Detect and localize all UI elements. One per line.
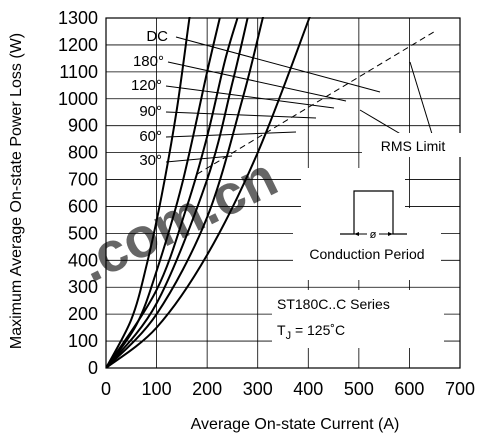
leader-line-5 [165, 155, 233, 163]
x-tick-2: 200 [192, 379, 222, 399]
x-tick-labels: 0 100 200 300 400 500 600 700 [101, 379, 475, 399]
y-tick-4: 400 [68, 250, 98, 270]
y-tick-6: 600 [68, 196, 98, 216]
curves [106, 17, 311, 368]
x-tick-6: 600 [394, 379, 424, 399]
y-tick-5: 500 [68, 223, 98, 243]
series-annotation: ST180C..C Series TJ = 125˚C [272, 290, 444, 348]
rms-limit-label: RMS Limit [381, 138, 446, 154]
x-axis-title: Average On-state Current (A) [191, 416, 400, 433]
rms-leader-2 [359, 109, 405, 137]
arrow-head-left [354, 232, 359, 236]
watermark: .com.cn [69, 145, 287, 294]
y-tick-2: 200 [68, 304, 98, 324]
pulse-waveform [340, 190, 407, 235]
axes-frame [105, 17, 461, 369]
series-name-label: ST180C..C Series [277, 296, 390, 312]
leader-lines [165, 36, 433, 163]
y-tick-7: 700 [68, 170, 98, 190]
rms-leader-1 [409, 61, 433, 135]
y-axis-title: Maximum Average On-state Power Loss (W) [8, 33, 25, 349]
conduction-period-inset: ø Conduction Period [293, 168, 441, 280]
y-tick-9: 900 [68, 116, 98, 136]
conduction-period-label: Conduction Period [309, 246, 424, 262]
x-tick-0: 0 [101, 379, 111, 399]
x-tick-1: 100 [142, 379, 172, 399]
x-tick-4: 400 [293, 379, 323, 399]
x-tick-3: 300 [243, 379, 273, 399]
leader-line-0 [175, 36, 381, 93]
leader-line-3 [165, 111, 317, 119]
curve-4 [106, 17, 221, 368]
angle-label-5: 30° [139, 152, 162, 169]
rms-limit-line [196, 31, 435, 175]
curve-0 [106, 17, 311, 368]
angle-label-4: 60° [139, 128, 162, 145]
phi-label: ø [370, 229, 377, 241]
angle-label-3: 90° [139, 103, 162, 120]
angle-label-1: 180° [133, 53, 164, 70]
y-tick-11: 1100 [59, 62, 98, 82]
curve-2 [106, 17, 249, 368]
leader-line-2 [165, 85, 335, 109]
angle-labels: DC 180° 120° 90° 60° 30° [131, 28, 168, 169]
y-tick-8: 800 [68, 143, 98, 163]
y-tick-0: 0 [88, 358, 98, 378]
leader-line-4 [165, 131, 297, 138]
y-tick-1: 100 [68, 331, 98, 351]
curve-3 [106, 17, 239, 368]
plot-frame [105, 17, 461, 369]
angle-label-2: 120° [131, 77, 162, 94]
leader-line-1 [167, 61, 347, 102]
y-tick-3: 300 [68, 277, 98, 297]
watermark-text: .com.cn [69, 145, 287, 294]
y-tick-labels: 0 100 200 300 400 500 600 700 800 900 1000 1100 1200… [58, 8, 98, 378]
rms-limit-annotation: RMS Limit [362, 133, 462, 157]
x-tick-5: 500 [344, 379, 374, 399]
junction-temp-label: TJ = 125˚C [277, 322, 345, 342]
y-tick-12: 1200 [58, 35, 98, 55]
y-tick-13: 1300 [58, 8, 98, 28]
angle-label-0: DC [146, 28, 168, 45]
arrow-head-right [388, 232, 393, 236]
rms-limit-dashed [196, 31, 435, 175]
x-tick-7: 700 [445, 379, 475, 399]
y-tick-10: 1000 [58, 89, 98, 109]
